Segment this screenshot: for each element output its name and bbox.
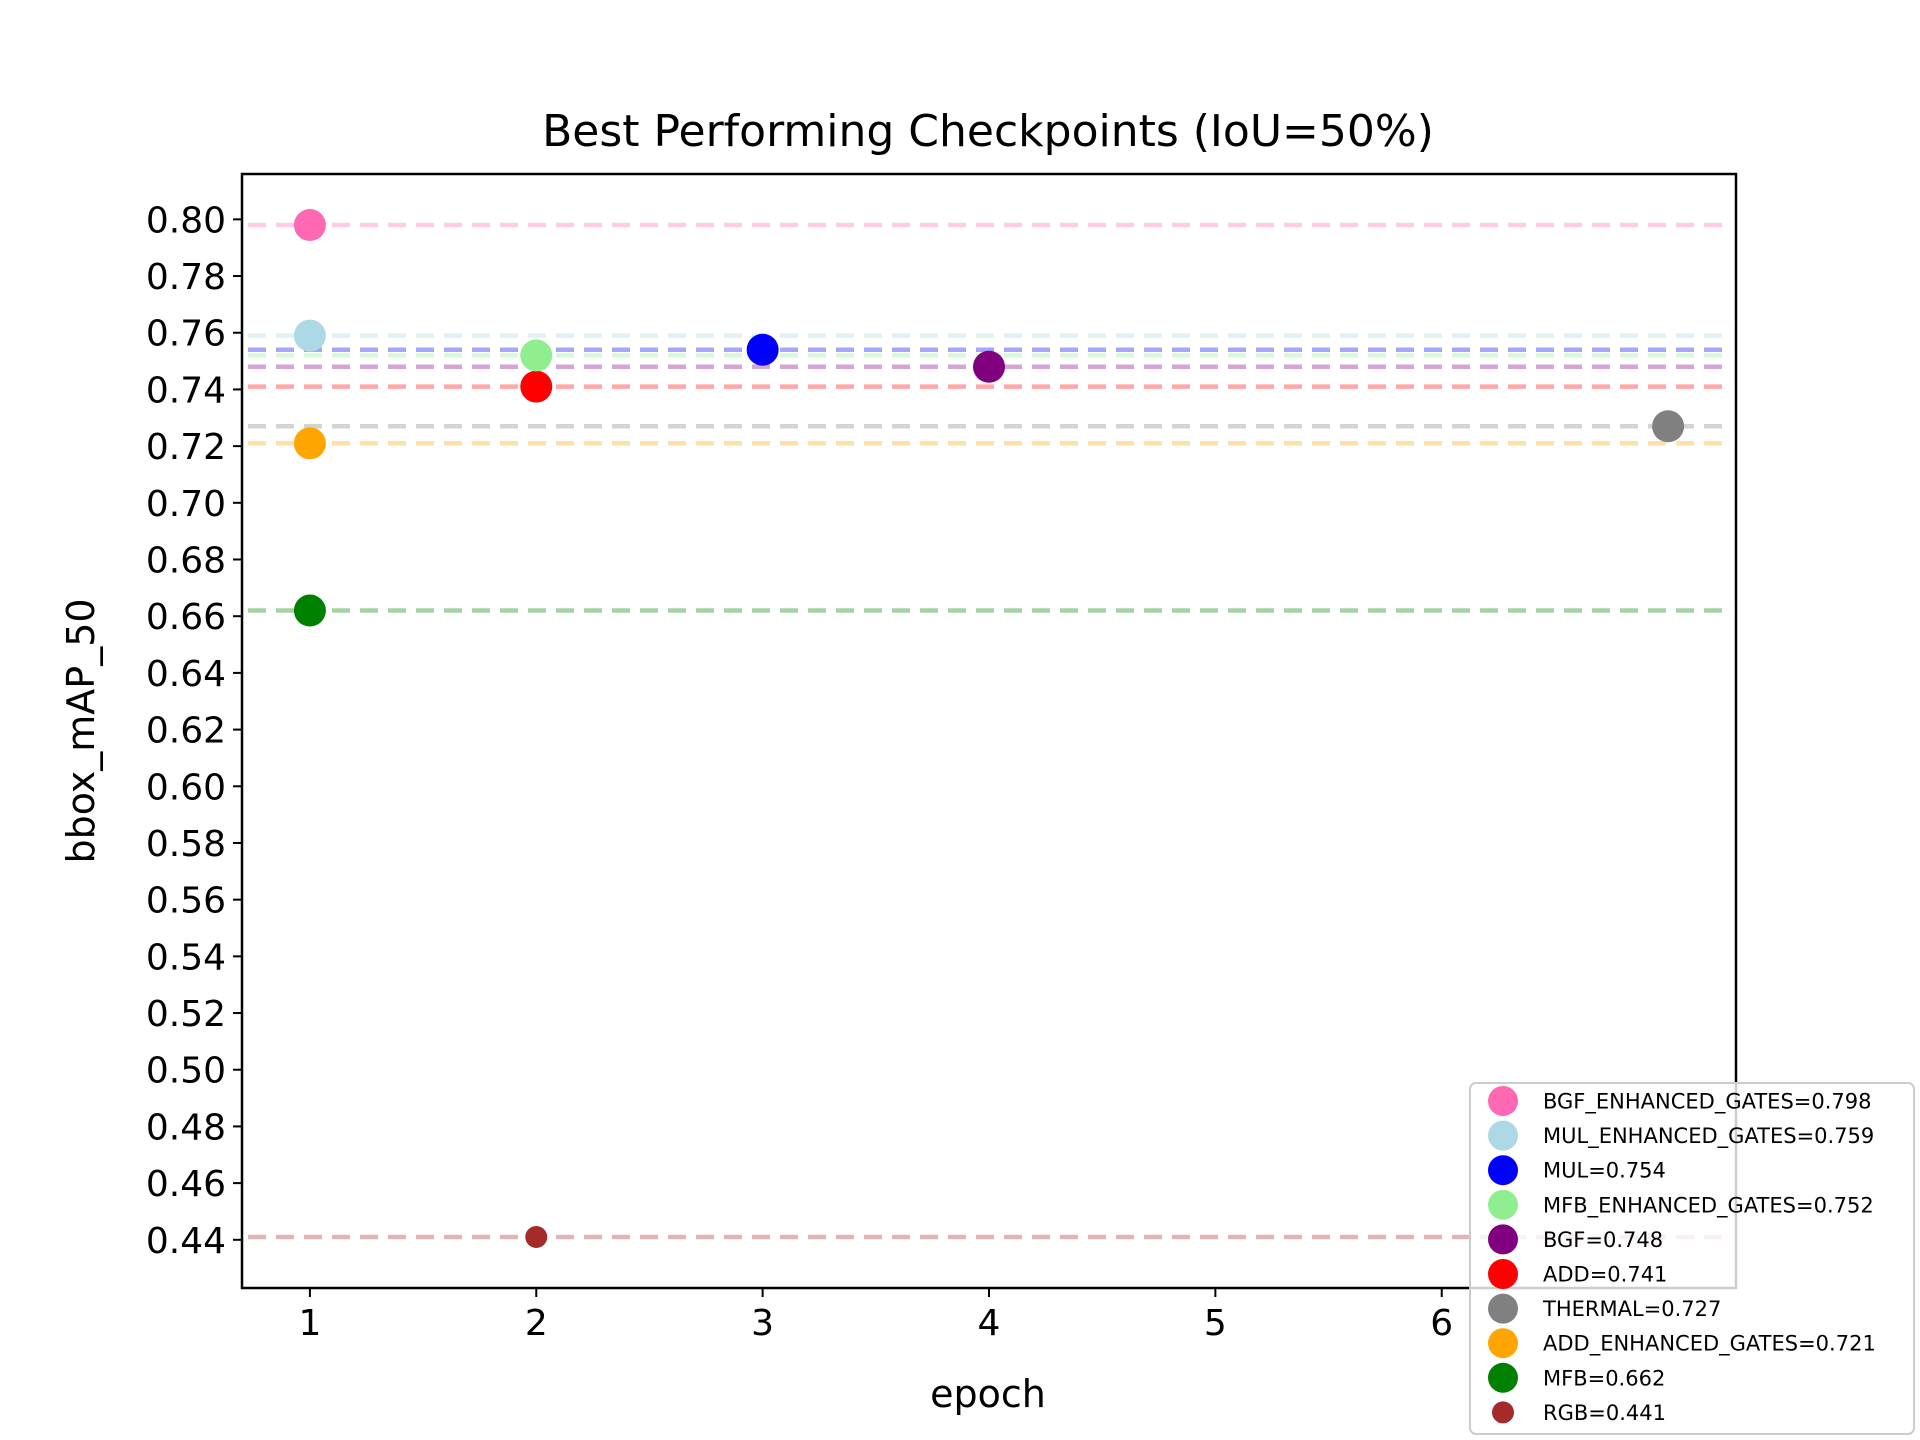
- data-point: [293, 209, 326, 242]
- y-tick-label: 0.58: [146, 824, 226, 865]
- data-point: [746, 333, 779, 366]
- legend-label: ADD=0.741: [1543, 1263, 1667, 1287]
- data-point: [293, 319, 326, 352]
- x-tick-label: 4: [978, 1303, 1001, 1344]
- y-tick-label: 0.48: [146, 1107, 226, 1148]
- y-tick-label: 0.70: [146, 484, 226, 525]
- legend-label: RGB=0.441: [1543, 1401, 1666, 1425]
- y-tick-label: 0.76: [146, 314, 226, 355]
- legend-marker: [1488, 1120, 1518, 1151]
- y-axis-label: bbox_mAP_50: [59, 598, 103, 863]
- y-tick-label: 0.74: [146, 370, 226, 411]
- legend: BGF_ENHANCED_GATES=0.798 MUL_ENHANCED_GAT…: [1469, 1082, 1915, 1435]
- x-tick-label: 5: [1204, 1303, 1227, 1344]
- y-tick-label: 0.64: [146, 654, 226, 695]
- legend-label: BGF_ENHANCED_GATES=0.798: [1543, 1090, 1871, 1115]
- x-axis-label: epoch: [930, 1372, 1046, 1416]
- y-tick-label: 0.50: [146, 1051, 226, 1092]
- y-tick-label: 0.68: [146, 541, 226, 582]
- y-tick-label: 0.62: [146, 711, 226, 752]
- legend-marker: [1488, 1362, 1518, 1393]
- legend-label: MUL=0.754: [1543, 1159, 1666, 1183]
- y-axis: 0.44 0.46 0.48 0.50 0.52 0.54 0.56 0.58 0.60 0.62…: [146, 200, 242, 1262]
- legend-marker: [1488, 1189, 1518, 1220]
- x-tick-label: 6: [1430, 1303, 1453, 1344]
- y-tick-label: 0.60: [146, 767, 226, 808]
- legend-label: THERMAL=0.727: [1542, 1297, 1721, 1321]
- legend-box: [1469, 1082, 1915, 1435]
- data-point: [293, 594, 326, 627]
- data-point: [520, 339, 553, 372]
- data-point: [525, 1225, 548, 1248]
- legend-label: MFB_ENHANCED_GATES=0.752: [1543, 1193, 1874, 1218]
- y-tick-label: 0.44: [146, 1221, 226, 1262]
- data-point: [520, 370, 553, 403]
- y-tick-label: 0.72: [146, 427, 226, 468]
- legend-marker: [1488, 1155, 1518, 1186]
- y-tick-label: 0.46: [146, 1164, 226, 1205]
- legend-marker: [1488, 1224, 1518, 1255]
- chart-title: Best Performing Checkpoints (IoU=50%): [542, 106, 1434, 157]
- legend-marker: [1492, 1401, 1514, 1424]
- y-tick-label: 0.78: [146, 257, 226, 298]
- data-point: [973, 350, 1005, 383]
- y-tick-label: 0.54: [146, 937, 226, 978]
- data-point: [1652, 410, 1685, 443]
- legend-marker: [1488, 1293, 1518, 1324]
- legend-label: MUL_ENHANCED_GATES=0.759: [1543, 1124, 1874, 1149]
- legend-label: MFB=0.662: [1543, 1366, 1665, 1390]
- legend-label: ADD_ENHANCED_GATES=0.721: [1543, 1332, 1876, 1357]
- legend-marker: [1488, 1259, 1518, 1289]
- legend-marker: [1488, 1328, 1518, 1359]
- x-axis: 1 2 3 4 5 6: [298, 1288, 1453, 1344]
- x-tick-label: 2: [525, 1303, 548, 1344]
- legend-marker: [1488, 1086, 1518, 1116]
- legend-label: BGF=0.748: [1543, 1228, 1663, 1252]
- x-tick-label: 1: [298, 1303, 321, 1344]
- y-tick-label: 0.80: [146, 200, 226, 241]
- x-tick-label: 3: [751, 1303, 774, 1344]
- data-points: [293, 209, 1685, 1248]
- y-tick-label: 0.66: [146, 597, 226, 638]
- y-tick-label: 0.56: [146, 881, 226, 922]
- y-tick-label: 0.52: [146, 994, 226, 1035]
- data-point: [293, 427, 326, 460]
